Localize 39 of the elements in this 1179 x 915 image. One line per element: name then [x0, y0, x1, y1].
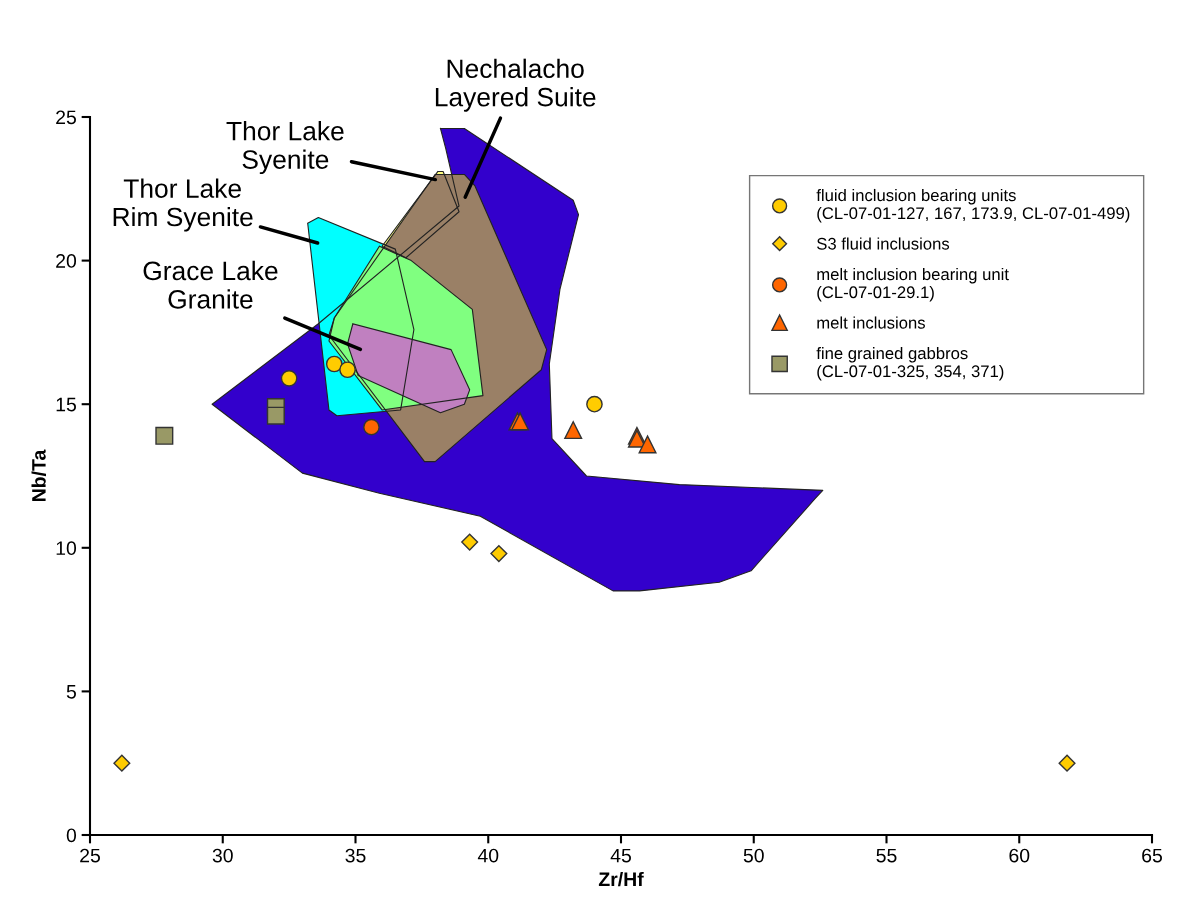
x-tick-label: 60 [1009, 848, 1030, 863]
y-tick-label: 0 [66, 828, 77, 843]
legend-label: S3 fluid inclusions [817, 237, 950, 250]
legend-label: fine grained gabbros (CL-07-01-325, 354, 371) [816, 346, 1004, 381]
point [155, 426, 174, 445]
x-tick-label: 65 [1142, 848, 1162, 863]
y-tick-label: 25 [56, 110, 76, 125]
point [461, 533, 479, 551]
text: Thor Lake Rim Syenite [113, 178, 253, 232]
legend-label: melt inclusions [817, 316, 925, 329]
x-tick-label: 40 [477, 848, 499, 863]
x-tick-label: 35 [345, 848, 366, 863]
x-axis-title: Zr/Hf [598, 871, 644, 887]
y-tick-label: 5 [66, 685, 76, 699]
text: Thor Lake Syenite [226, 121, 344, 175]
y-tick-label: 15 [56, 397, 76, 412]
legend-label: melt inclusion bearing unit (CL-07-01-29.1) [817, 267, 1009, 302]
x-tick-label: 50 [743, 848, 764, 863]
y-axis-title: Nb/Ta [31, 449, 46, 501]
point [564, 421, 583, 440]
point [586, 395, 603, 413]
point [266, 406, 285, 425]
point [280, 370, 298, 387]
x-tick-label: 55 [876, 848, 897, 863]
x-tick-label: 25 [80, 848, 100, 863]
point [490, 544, 508, 563]
x-tick-label: 30 [212, 848, 233, 863]
text: Grace Lake Granite [143, 260, 278, 309]
series-label: Nechalacho Layered Suite [435, 58, 596, 112]
point [113, 754, 131, 772]
point [363, 418, 380, 436]
x-tick-label: 45 [610, 848, 631, 863]
y-tick-label: 10 [56, 541, 77, 556]
point [638, 435, 657, 454]
point [339, 361, 356, 379]
legend-label: fluid inclusion bearing units (CL-07-01-127, 167, 173.9, CL-07-01-499) [816, 188, 1130, 223]
point [325, 355, 343, 373]
point [1058, 754, 1076, 772]
y-tick-label: 20 [56, 254, 77, 268]
